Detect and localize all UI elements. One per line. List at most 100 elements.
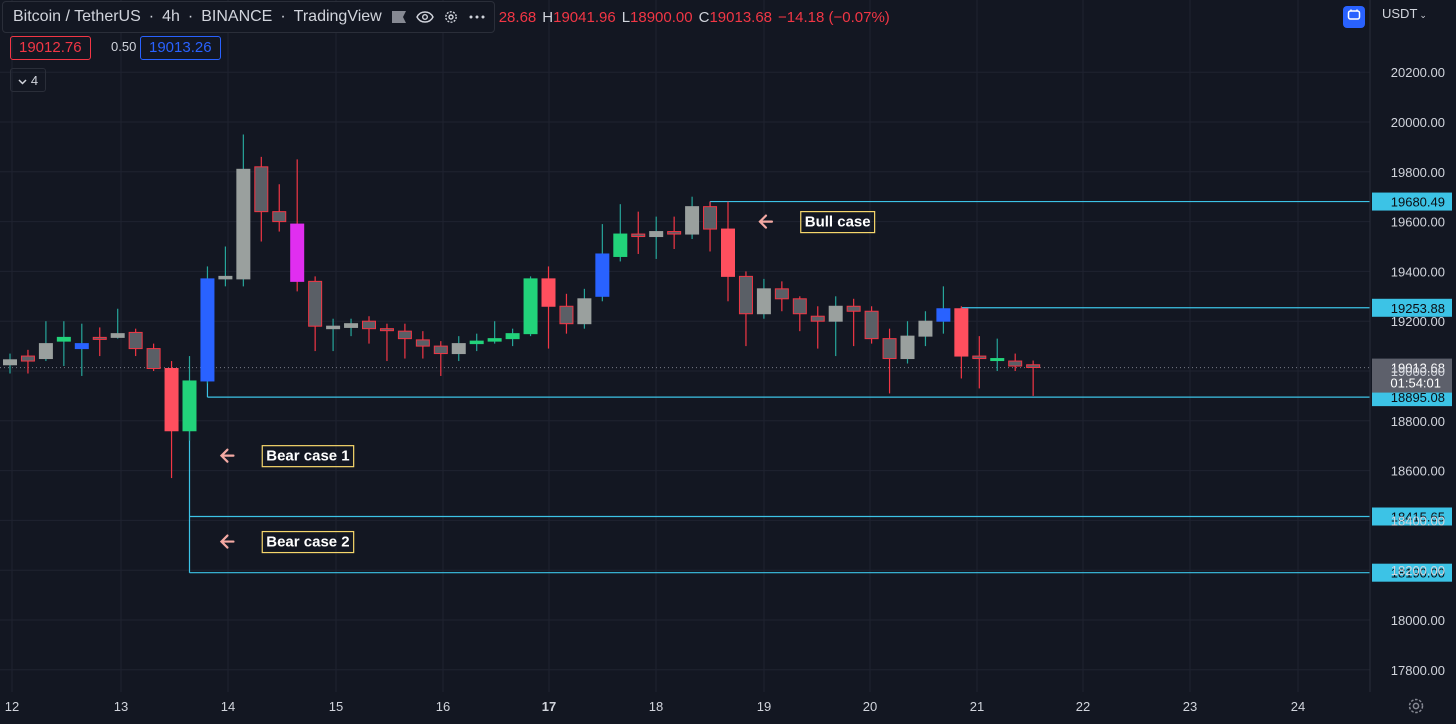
candle-body	[3, 359, 17, 366]
candle-body	[541, 278, 556, 307]
candlesticks	[3, 134, 1041, 479]
horizontal-levels: 19680.49 19253.88 18895.08 18415.65 18190.00…	[0, 192, 1452, 582]
separator-dot: ·	[187, 8, 194, 25]
ohlc-high-label: H	[542, 8, 554, 26]
y-tick-label: 19800.00	[1391, 165, 1445, 180]
chevron-down-icon	[18, 73, 27, 88]
annotation-label: Bear case 1	[266, 448, 349, 465]
separator-dot: ·	[280, 8, 286, 25]
level-price-badge	[1372, 192, 1452, 211]
eye-icon[interactable]	[415, 8, 434, 26]
candle-body	[451, 343, 466, 355]
candle-body	[792, 298, 807, 315]
candle-body	[990, 358, 1005, 362]
buy-price-button[interactable]: 19013.26	[140, 36, 221, 60]
price-axis: 17800.00 18000.00 18200.00 18400.00 18600.00…	[1369, 0, 1445, 692]
y-tick-label: 20200.00	[1391, 65, 1445, 80]
symbol-name[interactable]: Bitcoin / TetherUS	[13, 8, 141, 25]
left-arrow-icon	[758, 214, 774, 229]
x-tick-label: 15	[329, 699, 343, 714]
flag-icon[interactable]	[390, 8, 408, 26]
left-arrow-icon	[219, 448, 235, 463]
annotation-label: Bull case	[805, 214, 871, 231]
candle-body	[56, 336, 71, 342]
x-tick-label: 17	[542, 699, 556, 714]
source-label: TradingView	[293, 8, 382, 25]
ohlc-low-value: 18900.00	[630, 8, 693, 26]
time-axis: 12 13 14 15 16 17 18 19 20 21 22 23 24	[5, 699, 1305, 714]
settings-gear-icon[interactable]	[442, 8, 460, 26]
candle-body	[721, 228, 735, 277]
y-tick-label: 18800.00	[1391, 414, 1445, 429]
compare-button[interactable]	[1343, 6, 1365, 28]
candle-body	[667, 231, 682, 235]
x-tick-label: 23	[1183, 699, 1197, 714]
candle-body	[703, 206, 718, 230]
more-options-icon[interactable]	[468, 8, 486, 26]
indicator-count: 4	[30, 72, 39, 88]
candle-body	[756, 288, 771, 315]
candle-body	[218, 275, 233, 280]
separator-dot: ·	[148, 8, 155, 25]
y-tick-label: 18200.00	[1391, 563, 1445, 578]
level-price-badge	[1372, 298, 1452, 317]
x-tick-label: 20	[863, 699, 877, 714]
candle-body	[774, 288, 789, 300]
annotation: Bear case 2	[219, 530, 355, 554]
ohlc-open-value: 28.68	[498, 8, 537, 26]
candle-body	[631, 233, 646, 238]
ohlc-close-value: 19013.68	[709, 8, 773, 26]
candle-body	[415, 339, 430, 347]
sell-price-button[interactable]: 19012.76	[10, 36, 91, 60]
candle-body	[1008, 360, 1023, 367]
candle-body	[972, 355, 987, 360]
annotation: Bull case	[758, 211, 876, 234]
candle-body	[469, 340, 484, 345]
candle-body	[128, 331, 143, 350]
compare-icon	[1347, 8, 1361, 27]
candle-body	[38, 343, 53, 360]
symbol-info-box[interactable]: Bitcoin / TetherUS · 4h · BINANCE · Trad…	[2, 1, 495, 33]
x-tick-label: 24	[1291, 699, 1305, 714]
candle-body	[254, 166, 269, 213]
candle-body	[649, 231, 664, 238]
x-tick-label: 12	[5, 699, 19, 714]
y-tick-label: 19600.00	[1391, 215, 1445, 230]
currency-label: USDT	[1382, 6, 1418, 21]
level-price-badge	[1372, 563, 1452, 582]
annotation-box	[261, 530, 355, 554]
indicators-toggle-button[interactable]: 4	[10, 68, 46, 92]
candle-body	[810, 315, 825, 322]
candle-body	[685, 206, 700, 235]
ohlc-readout: 28.68 H 19041.96 L 18900.00 C 19013.68 −14.…	[499, 9, 890, 26]
y-tick-label: 18400.00	[1391, 513, 1445, 528]
candle-body	[954, 308, 969, 357]
candle-body	[146, 348, 161, 370]
candle-body	[362, 320, 376, 330]
interval-label[interactable]: 4h	[162, 8, 180, 25]
countdown-label: 01:54:01	[1390, 376, 1441, 391]
candle-body	[828, 305, 843, 322]
annotations: Bull case Bear case 1 Bear case 2	[219, 211, 876, 554]
candle-body	[559, 305, 574, 325]
level-price-label: 18190.00	[1391, 566, 1445, 581]
level-price-label: 19680.49	[1391, 195, 1445, 210]
currency-selector[interactable]: USDT ⌄	[1382, 6, 1427, 21]
chart-settings-gear-icon[interactable]	[1406, 696, 1426, 716]
candle-body	[290, 223, 305, 282]
candle-body	[272, 211, 287, 223]
x-tick-label: 13	[114, 699, 128, 714]
candle-body	[20, 355, 35, 362]
annotation-box	[261, 445, 355, 468]
y-tick-label: 20000.00	[1391, 115, 1445, 130]
candle-body	[92, 336, 107, 340]
candle-body	[577, 298, 592, 325]
annotation-box	[800, 211, 876, 234]
candle-body	[846, 305, 861, 312]
candle-body	[936, 308, 951, 322]
level-price-label: 19253.88	[1391, 301, 1445, 316]
annotation-label: Bear case 2	[266, 534, 349, 551]
ohlc-close-label: C	[698, 8, 710, 26]
y-tick-label: 19200.00	[1391, 314, 1445, 329]
